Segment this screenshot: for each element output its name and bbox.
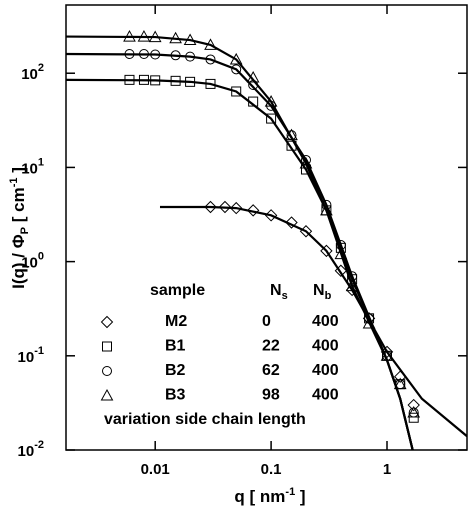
marker (218, 200, 232, 214)
marker (407, 398, 420, 412)
legend-cell: 22 (262, 338, 280, 355)
marker (170, 50, 181, 61)
marker (205, 78, 216, 89)
marker (285, 216, 298, 229)
x-tick-label: 1 (383, 461, 391, 478)
marker (285, 128, 298, 141)
legend-caption: variation side chain length (104, 411, 306, 428)
marker (230, 201, 243, 215)
legend-cell: B2 (165, 362, 186, 379)
marker (334, 264, 348, 277)
marker (123, 30, 136, 42)
legend-marker (100, 315, 114, 329)
legend-cell: 400 (312, 313, 339, 330)
marker (150, 75, 161, 86)
marker (246, 70, 260, 83)
legend-header-main: N (313, 282, 325, 299)
legend-cell: 400 (312, 387, 339, 404)
y-tick-label: 10-1 (18, 345, 44, 366)
legend-cell: M2 (165, 313, 187, 330)
marker (170, 75, 181, 86)
legend-cell: B3 (165, 387, 186, 404)
marker (380, 349, 394, 361)
y-tick-label: 10-2 (18, 439, 44, 460)
plot-frame (65, 4, 468, 451)
y-tick-base: 10 (21, 255, 38, 272)
marker (362, 317, 376, 329)
marker (408, 412, 419, 423)
marker (231, 64, 242, 75)
marker (205, 54, 216, 65)
fit-line (66, 78, 414, 450)
marker (407, 405, 421, 418)
marker (204, 200, 217, 214)
plot-area (66, 30, 467, 450)
y-tick-label: 102 (21, 62, 44, 83)
marker (246, 204, 260, 217)
y-tick-label: 100 (21, 251, 44, 272)
marker (137, 30, 151, 42)
marker (204, 38, 217, 50)
fit-line (66, 52, 414, 450)
y-axis-label: I(q) / ΦP [ cm-1 ] (8, 167, 31, 289)
legend-marker (102, 366, 112, 376)
marker (124, 74, 135, 85)
legend-header: Ns (270, 282, 288, 302)
y-tick-base: 10 (18, 443, 35, 460)
marker (264, 95, 278, 107)
y-tick-exp: 0 (38, 251, 44, 263)
marker (264, 209, 278, 222)
legend-header: sample (150, 282, 205, 299)
y-tick-exp: -2 (34, 439, 44, 451)
marker (248, 96, 259, 107)
legend-header-sub: b (325, 290, 332, 302)
x-axis-label: q [ nm-1 ] (234, 486, 305, 507)
legend-marker (100, 388, 114, 401)
x-tick-label: 0.1 (261, 461, 282, 478)
legend-cell: 98 (262, 387, 280, 404)
y-tick-base: 10 (21, 66, 38, 83)
legend-cell: 400 (312, 338, 339, 355)
y-tick-exp: -1 (34, 345, 44, 357)
marker (169, 31, 182, 44)
legend-marker (102, 341, 112, 352)
marker (345, 279, 359, 292)
marker (320, 203, 333, 216)
marker (394, 370, 407, 383)
marker (320, 244, 333, 258)
x-tick-label: 0.01 (141, 461, 170, 478)
y-tick-base: 10 (21, 160, 38, 177)
legend-cell: 62 (262, 362, 280, 379)
legend-cell: 400 (312, 362, 339, 379)
marker (299, 225, 313, 238)
marker (299, 156, 313, 169)
marker (231, 86, 242, 97)
marker (150, 49, 161, 60)
legend-header-sub: s (282, 290, 288, 302)
marker (183, 33, 197, 46)
marker (138, 48, 149, 59)
legend-cell: 0 (262, 313, 271, 330)
marker (185, 51, 196, 62)
legend-header: Nb (313, 282, 332, 302)
marker (393, 377, 407, 390)
marker (229, 52, 243, 65)
marker (148, 30, 162, 43)
y-tick-exp: 2 (38, 62, 44, 74)
y-tick-label: 101 (21, 156, 44, 177)
marker (266, 113, 277, 124)
marker (185, 76, 196, 87)
y-tick-exp: 1 (38, 156, 44, 168)
legend-header-main: N (270, 282, 282, 299)
marker (138, 74, 149, 85)
y-tick-base: 10 (18, 349, 35, 366)
legend-cell: B1 (165, 338, 186, 355)
fit-line (66, 35, 414, 450)
marker (334, 247, 348, 260)
marker (124, 48, 135, 59)
